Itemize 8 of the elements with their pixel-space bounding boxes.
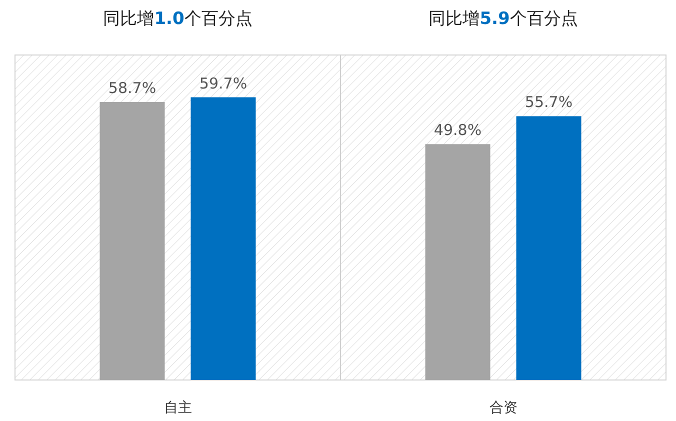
data-label: 49.8% — [434, 121, 482, 140]
x-tick-label: 自主 — [164, 400, 192, 416]
text: 同比增5.9个百分点 — [428, 9, 578, 29]
x-tick-label: 合资 — [489, 400, 518, 416]
data-label: 55.7% — [524, 93, 573, 112]
data-label: 58.7% — [108, 78, 156, 97]
text: 同比增1.0个百分点 — [103, 9, 252, 29]
data-label: 59.7% — [199, 74, 248, 92]
